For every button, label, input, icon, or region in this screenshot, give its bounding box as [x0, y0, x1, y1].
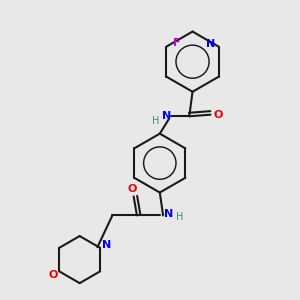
Text: N: N [162, 111, 171, 121]
Text: F: F [172, 38, 180, 48]
Text: O: O [213, 110, 222, 120]
Text: O: O [48, 270, 57, 280]
Text: O: O [127, 184, 137, 194]
Text: N: N [206, 39, 215, 49]
Text: N: N [102, 240, 111, 250]
Text: N: N [164, 209, 174, 219]
Text: H: H [152, 116, 160, 126]
Text: H: H [176, 212, 184, 222]
